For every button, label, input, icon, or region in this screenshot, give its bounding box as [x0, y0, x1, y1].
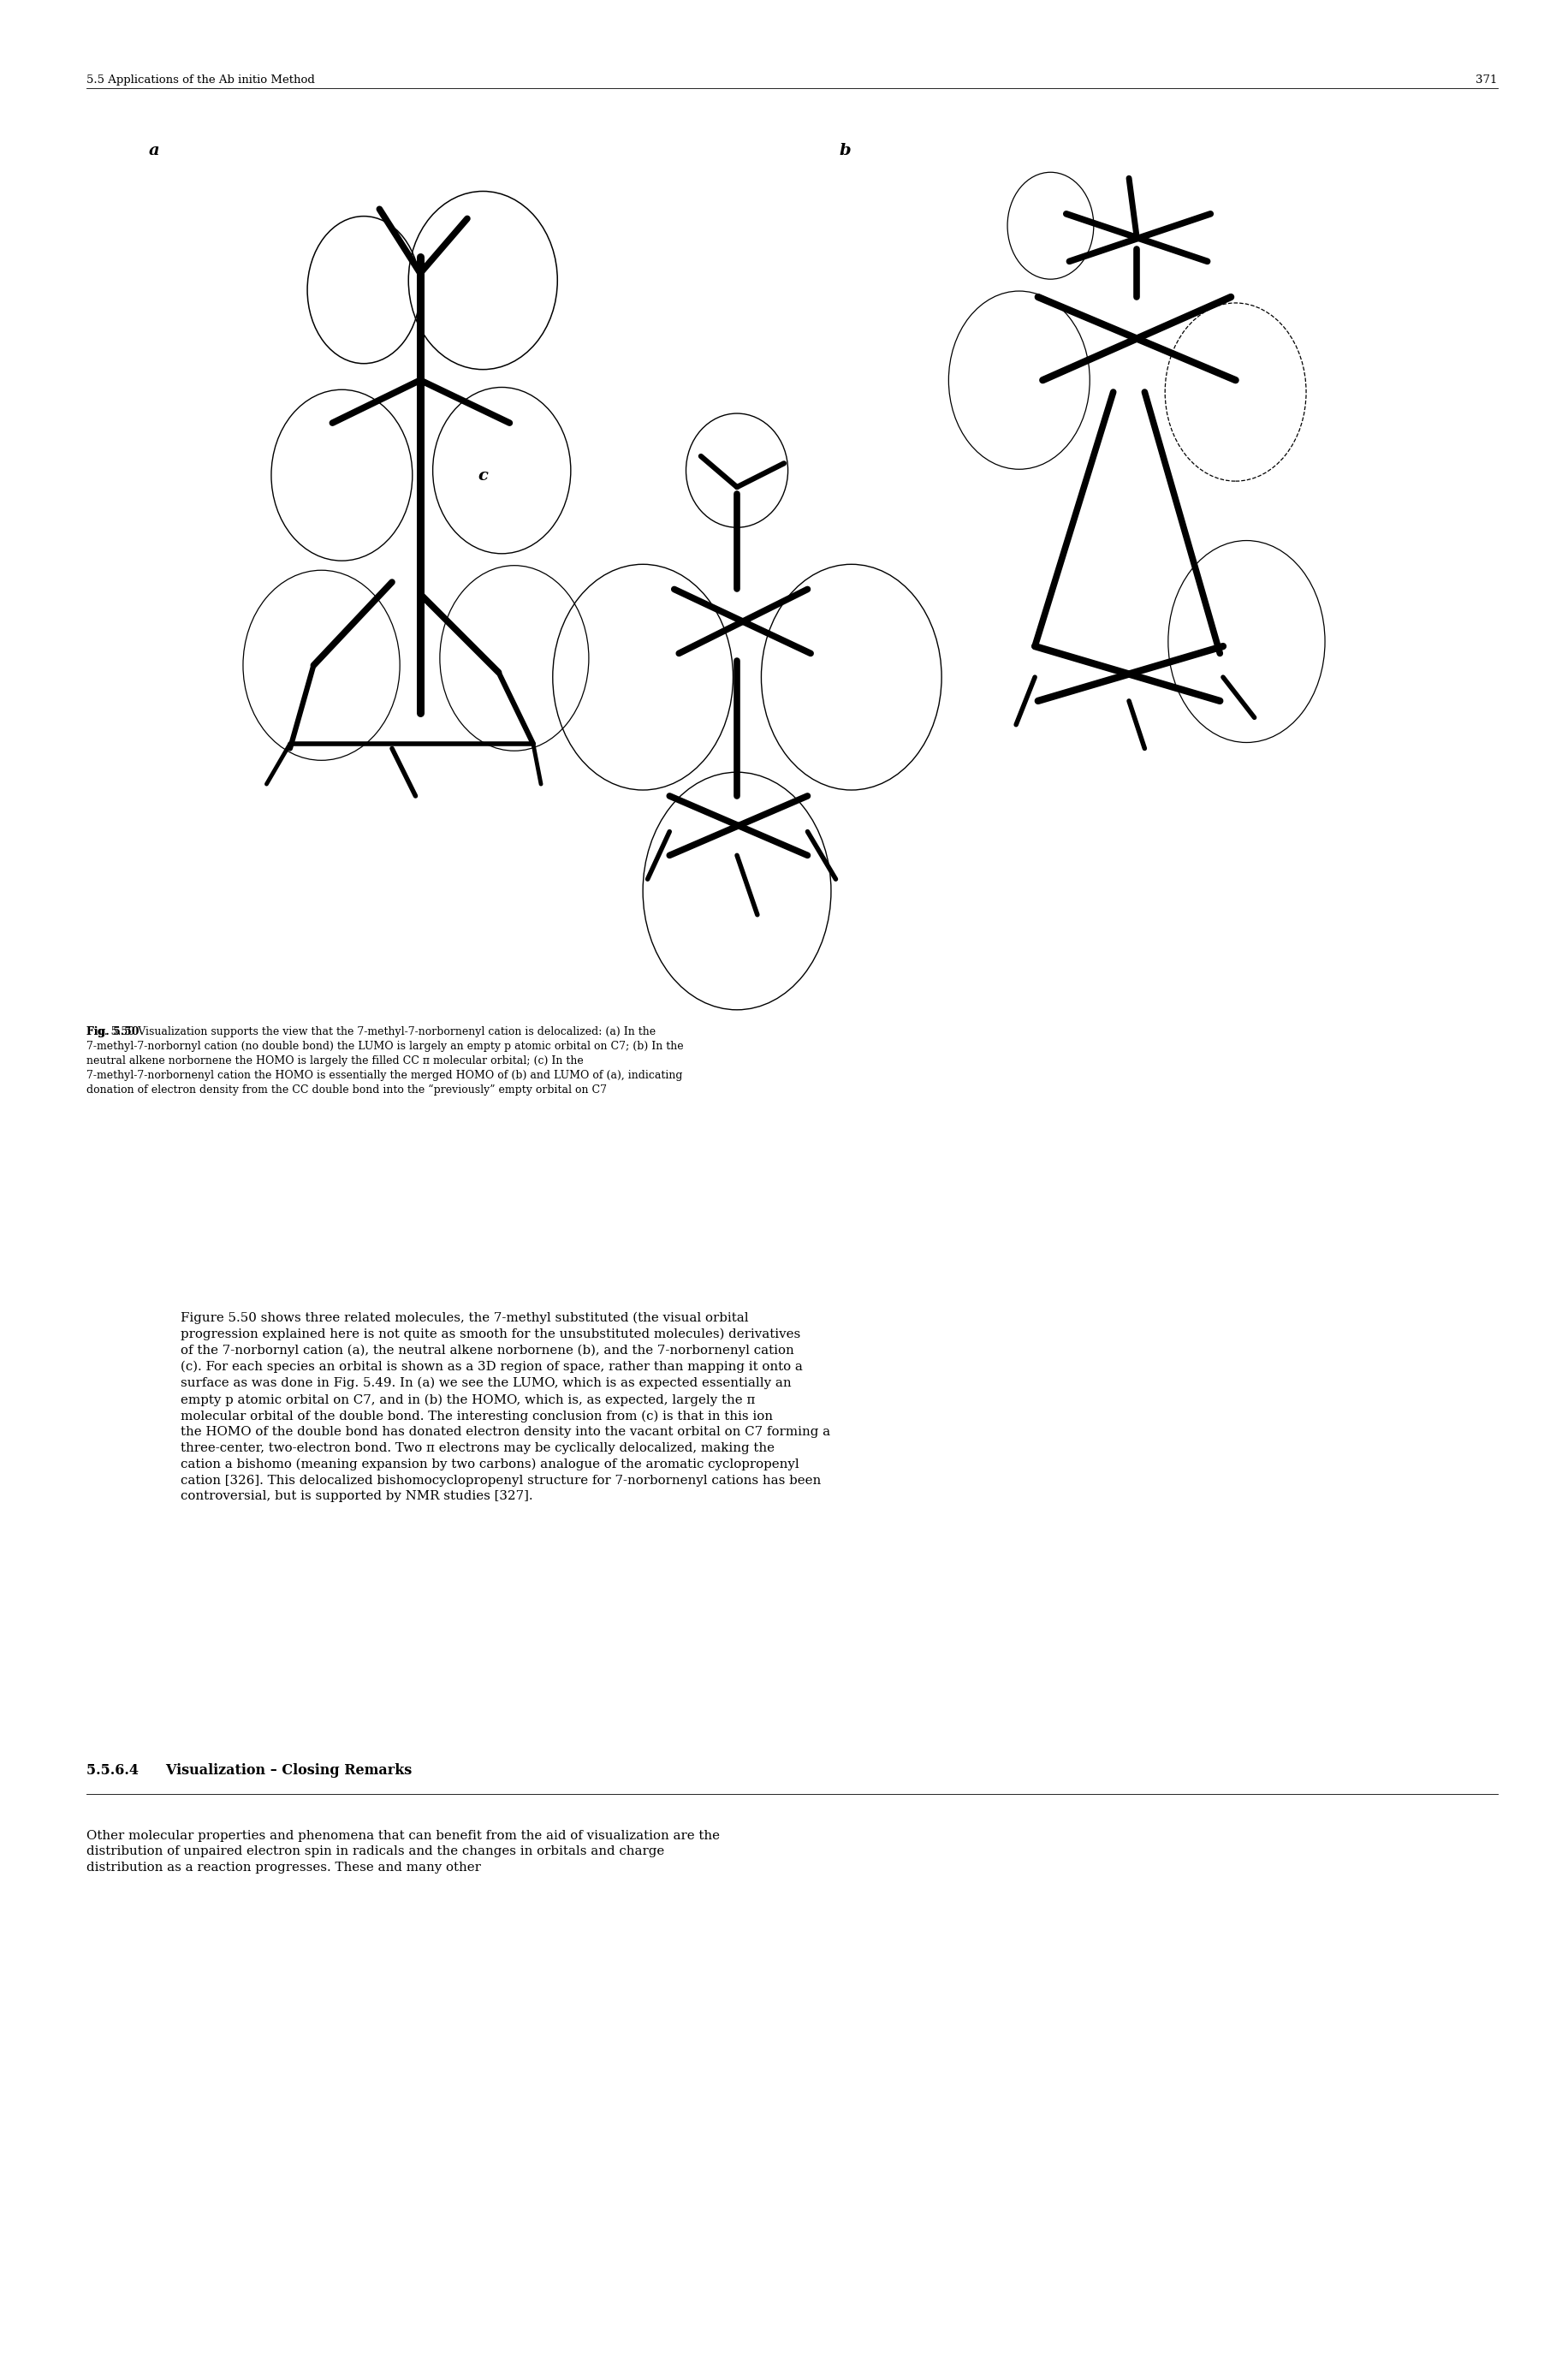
Text: Figure 5.50 shows three related molecules, the 7-methyl substituted (the visual : Figure 5.50 shows three related molecule…: [180, 1312, 829, 1502]
Text: Other molecular properties and phenomena that can benefit from the aid of visual: Other molecular properties and phenomena…: [86, 1830, 720, 1872]
Text: c: c: [478, 468, 488, 482]
Text: Fig. 5.50: Fig. 5.50: [86, 1026, 140, 1038]
Text: Fig. 5.50 Visualization supports the view that the 7-methyl-7-norbornenyl cation: Fig. 5.50 Visualization supports the vie…: [86, 1026, 684, 1095]
Text: 371: 371: [1475, 76, 1497, 86]
Text: 5.5.6.4  Visualization – Closing Remarks: 5.5.6.4 Visualization – Closing Remarks: [86, 1763, 412, 1777]
Text: b: b: [839, 143, 850, 157]
Text: 5.5 Applications of the Ab initio Method: 5.5 Applications of the Ab initio Method: [86, 76, 315, 86]
Text: a: a: [149, 143, 160, 157]
